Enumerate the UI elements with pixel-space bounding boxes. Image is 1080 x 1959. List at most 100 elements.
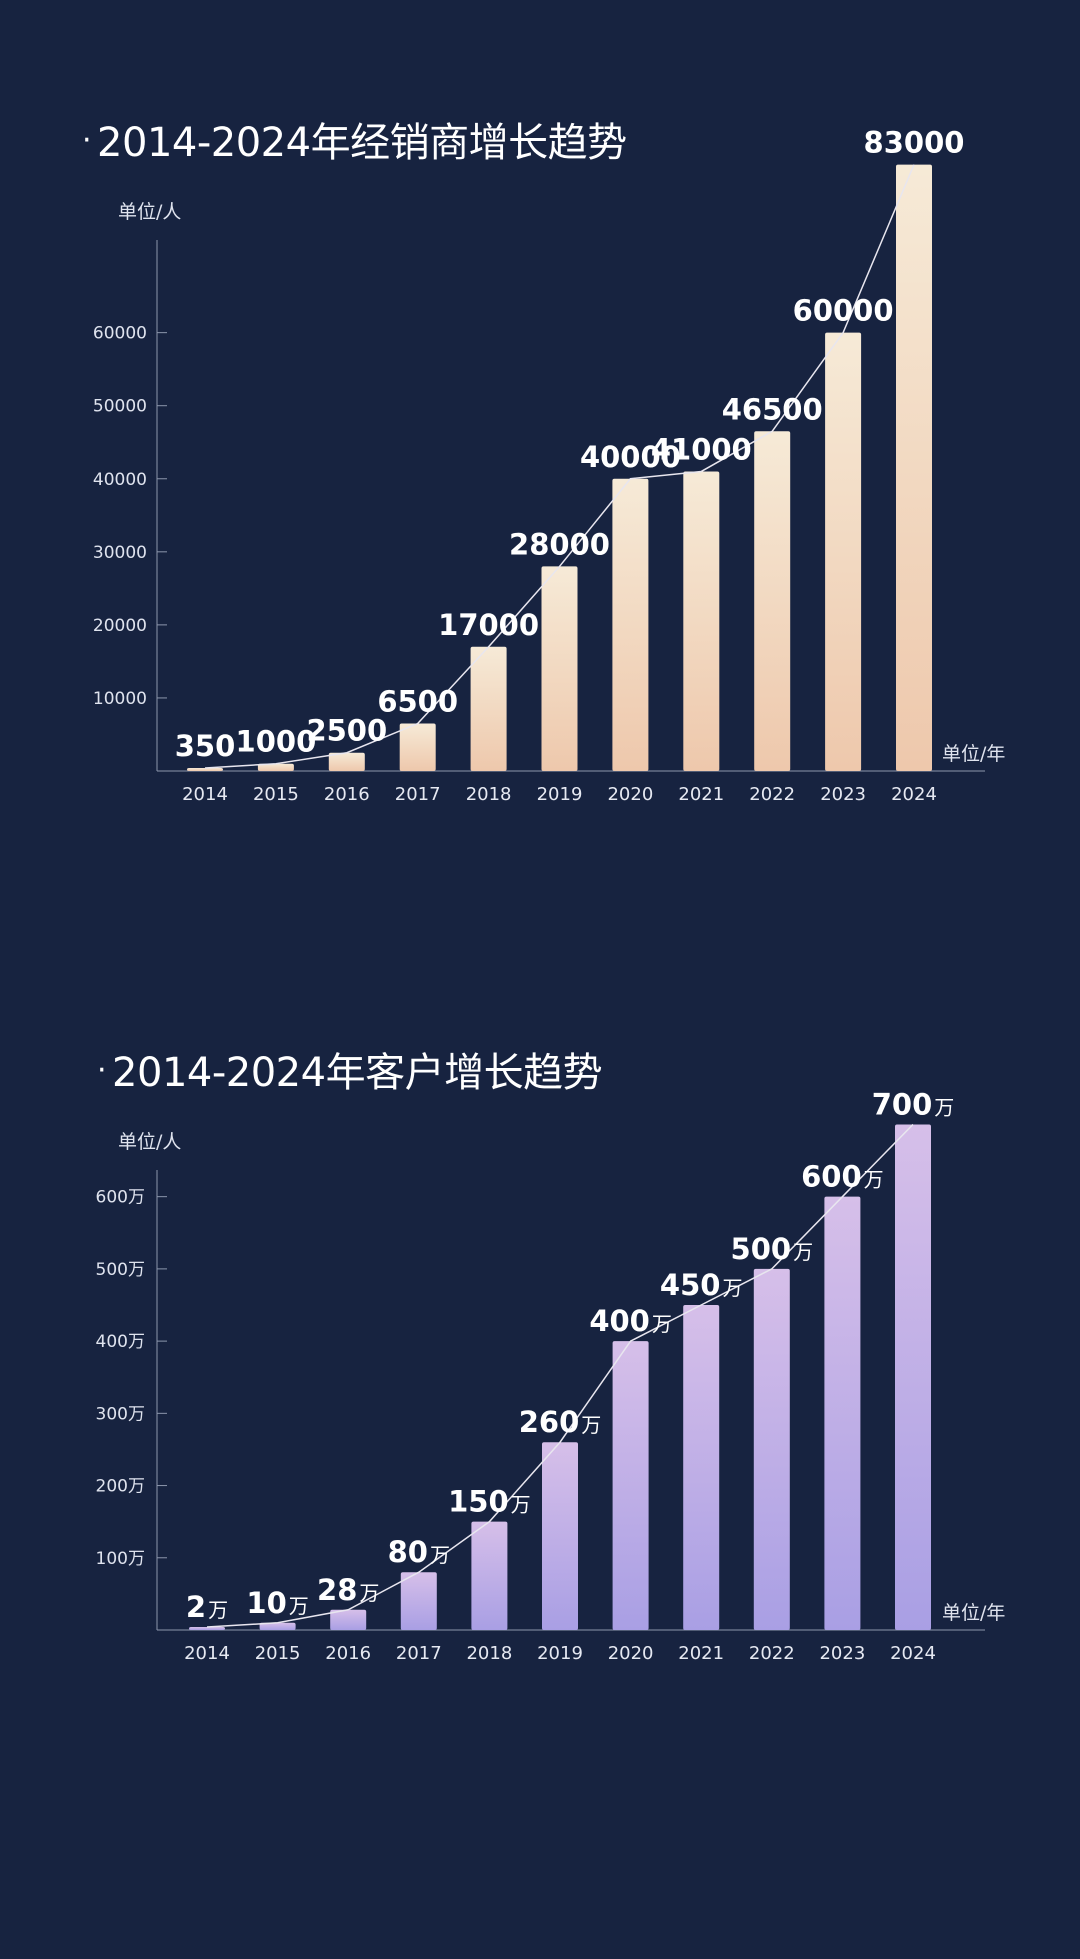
bar	[187, 768, 223, 771]
x-category-label: 2018	[466, 1643, 512, 1664]
dealer-chart-plot: 单位/人100002000030000400005000060000单位/年20…	[93, 126, 1006, 805]
data-label: 60000	[793, 294, 894, 328]
customer-growth-chart: · 2014-2024年客户增长趋势 单位/人 100万 200万 300万 400万 50…	[0, 960, 1080, 1959]
x-category-label: 2015	[255, 1643, 301, 1664]
x-category-label: 2021	[678, 1643, 724, 1664]
data-label-value: 60000	[793, 294, 894, 328]
bar	[683, 1305, 720, 1630]
dealer-growth-chart: · 2014-2024年经销商增长趋势 单位/人 10000 20000 30000 40…	[0, 0, 1080, 960]
x-category-label: 2018	[466, 784, 512, 805]
y-tick-label: 200万	[96, 1477, 145, 1497]
data-label: 450 万	[660, 1268, 743, 1302]
data-label-unit: 万	[359, 1581, 379, 1605]
data-label: 28000	[509, 527, 610, 561]
y-tick-label: 500万	[96, 1260, 145, 1280]
data-label-value: 500	[731, 1232, 792, 1266]
bar	[328, 752, 365, 771]
y-axis-unit-label: 单位/人	[118, 1131, 181, 1153]
data-label: 500 万	[731, 1232, 814, 1266]
bar	[471, 1521, 508, 1630]
x-category-label: 2022	[749, 1643, 795, 1664]
x-category-label: 2016	[325, 1643, 371, 1664]
bar	[825, 332, 862, 771]
trend-line	[204, 164, 915, 769]
x-category-label: 2014	[182, 784, 228, 805]
data-label: 350	[175, 729, 236, 763]
data-label-value: 450	[660, 1268, 721, 1302]
x-category-label: 2019	[537, 784, 583, 805]
x-category-label: 2023	[820, 784, 866, 805]
bar	[400, 1572, 437, 1630]
data-label-unit: 万	[289, 1594, 309, 1618]
bar	[824, 1196, 861, 1630]
y-tick-label: 30000	[93, 543, 147, 563]
chart-title: · 2014-2024年客户增长趋势	[97, 1040, 603, 1098]
data-label-unit: 万	[511, 1493, 531, 1517]
data-label-value: 83000	[864, 126, 965, 160]
data-label-value: 6500	[377, 685, 458, 719]
x-category-label: 2016	[324, 784, 370, 805]
title-bullet: ·	[97, 1053, 107, 1088]
data-label: 28 万	[317, 1573, 379, 1607]
trend-line	[206, 1123, 914, 1628]
data-label-unit: 万	[208, 1598, 228, 1622]
data-label-value: 28	[317, 1573, 357, 1607]
y-tick-label: 100万	[96, 1549, 145, 1569]
data-label-value: 46500	[722, 392, 823, 426]
title-bullet: ·	[82, 123, 92, 158]
data-label-unit: 万	[652, 1312, 672, 1336]
bar	[257, 763, 294, 771]
y-tick-label: 10000	[93, 689, 147, 709]
x-category-label: 2024	[891, 784, 937, 805]
bar	[896, 164, 932, 772]
chart-title-text: 2014-2024年客户增长趋势	[112, 1050, 603, 1096]
y-tick-label: 400万	[96, 1332, 145, 1352]
data-label-unit: 万	[722, 1276, 742, 1300]
bar	[683, 471, 720, 771]
data-label: 17000	[438, 608, 539, 642]
data-label-value: 2500	[306, 714, 387, 748]
x-category-label: 2023	[819, 1643, 865, 1664]
y-tick-label: 600万	[96, 1188, 145, 1208]
x-axis-unit-label: 单位/年	[942, 743, 1005, 765]
x-category-label: 2020	[607, 784, 653, 805]
y-tick-label: 40000	[93, 470, 147, 490]
data-label: 1000	[236, 725, 317, 759]
x-category-label: 2019	[537, 1643, 583, 1664]
data-label-value: 17000	[438, 608, 539, 642]
data-label: 6500	[377, 685, 458, 719]
x-category-label: 2015	[253, 784, 299, 805]
data-label: 700 万	[872, 1087, 955, 1121]
data-label-value: 1000	[236, 725, 317, 759]
data-label: 46500	[722, 392, 823, 426]
data-label: 150 万	[448, 1485, 531, 1519]
x-category-label: 2017	[396, 1643, 442, 1664]
data-label: 400 万	[589, 1304, 672, 1338]
data-label-value: 80	[388, 1535, 428, 1569]
data-label-value: 700	[872, 1087, 933, 1121]
data-label-value: 40000	[580, 440, 681, 474]
data-label: 600 万	[801, 1160, 884, 1194]
chart-title: · 2014-2024年经销商增长趋势	[82, 110, 627, 168]
data-label: 2500	[306, 714, 387, 748]
x-axis-unit-label: 单位/年	[942, 1602, 1005, 1624]
data-label-value: 350	[175, 729, 236, 763]
x-category-label: 2014	[184, 1643, 230, 1664]
data-label: 10 万	[246, 1586, 308, 1620]
bar	[542, 1442, 578, 1630]
x-category-label: 2024	[890, 1643, 936, 1664]
data-label: 40000	[580, 440, 681, 474]
y-tick-label: 50000	[93, 397, 147, 417]
bar	[330, 1609, 367, 1630]
bar	[895, 1124, 931, 1630]
bar	[612, 1341, 649, 1630]
data-label: 260 万	[519, 1405, 602, 1439]
x-category-label: 2022	[749, 784, 795, 805]
data-label-value: 10	[246, 1586, 286, 1620]
bar	[612, 478, 649, 771]
bar	[189, 1627, 225, 1630]
bar	[470, 646, 507, 771]
bar	[399, 723, 436, 771]
